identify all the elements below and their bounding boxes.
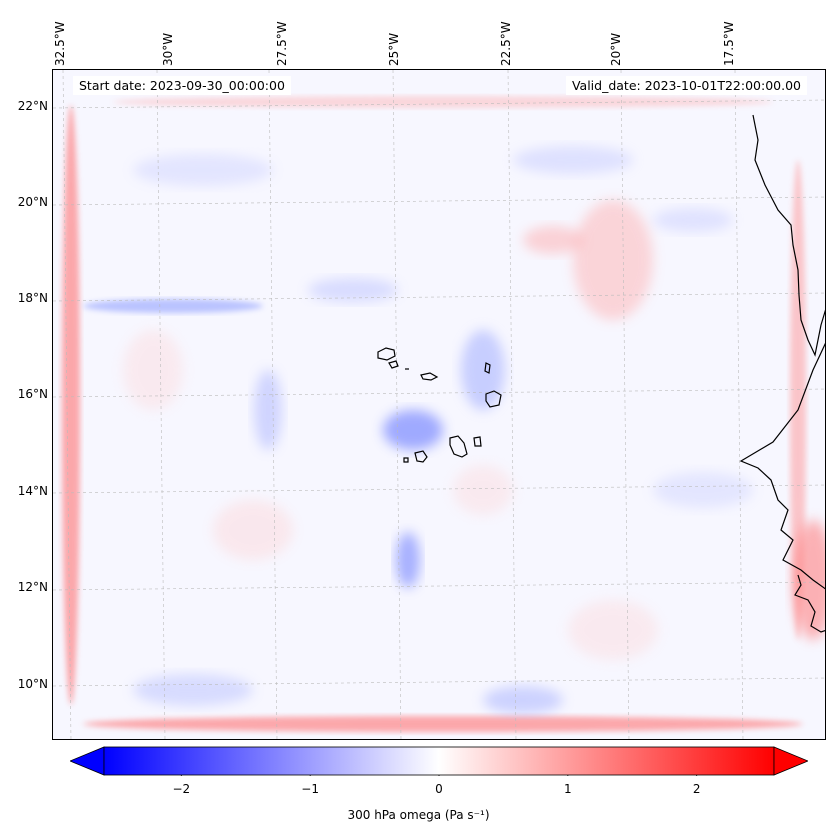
omega-contour: [113, 96, 773, 108]
colorbar: [70, 746, 808, 776]
omega-contour: [62, 105, 80, 705]
omega-contour: [483, 686, 563, 714]
parallel-gridline: [53, 292, 825, 302]
meridian-gridline: [507, 70, 517, 739]
longitude-label: 30°W: [161, 32, 175, 66]
meridian-gridline: [620, 70, 630, 739]
omega-contour: [573, 200, 653, 320]
island-maio: [473, 436, 482, 447]
colorbar-tick-label: 1: [564, 782, 572, 796]
longitude-label: 27.5°W: [275, 21, 289, 66]
meridian-gridline: [156, 70, 166, 739]
start-date-label: Start date: 2023-09-30_00:00:00: [73, 76, 291, 95]
omega-field: [62, 96, 825, 732]
omega-contour: [453, 465, 513, 515]
meridian-gridline: [392, 70, 402, 739]
omega-contour: [254, 370, 282, 450]
omega-contour: [568, 600, 658, 660]
island-boa-vista: [485, 390, 502, 408]
cape-verde-islands: [377, 347, 502, 463]
omega-contour: [461, 330, 505, 410]
meridian-gridline: [734, 70, 744, 739]
omega-contour: [308, 278, 398, 302]
omega-contour: [213, 500, 293, 560]
longitude-label: 25°W: [387, 32, 401, 66]
coastline: [739, 114, 825, 633]
gridlines: [53, 70, 825, 739]
omega-contour: [793, 520, 825, 640]
latitude-label: 10°N: [17, 677, 48, 691]
colorbar-tick-label: −2: [172, 782, 191, 796]
latitude-label: 22°N: [17, 99, 48, 113]
omega-contour: [653, 208, 733, 232]
omega-contour: [383, 410, 443, 450]
latitude-label: 18°N: [17, 291, 48, 305]
latitude-label: 12°N: [17, 580, 48, 594]
colorbar-tick-label: 0: [435, 782, 443, 796]
island-sao-nicolau: [420, 372, 439, 381]
omega-contour: [133, 154, 273, 186]
island-santo-antao: [377, 347, 396, 361]
omega-contour: [790, 160, 806, 640]
omega-contour: [653, 472, 753, 508]
longitude-label: 22.5°W: [499, 21, 513, 66]
omega-contour: [523, 226, 583, 254]
guinea-coastline: [794, 574, 825, 633]
colorbar-extend-max: [773, 746, 808, 776]
island-santiago: [449, 435, 468, 458]
longitude-label: 20°W: [609, 32, 623, 66]
longitude-labels: 32.5°W 30°W 27.5°W 25°W 22.5°W 20°W 17.5°W: [0, 0, 837, 66]
island-fogo: [414, 450, 428, 463]
omega-contour: [123, 330, 183, 410]
meridian-gridline: [268, 70, 278, 739]
latitude-label: 20°N: [17, 195, 48, 209]
island-sao-vicente: [388, 360, 399, 369]
omega-field-map: [53, 70, 825, 739]
latitude-labels: 22°N 20°N 18°N 16°N 14°N 12°N 10°N: [0, 0, 52, 740]
map-panel[interactable]: Start date: 2023-09-30_00:00:00 Valid_da…: [52, 69, 826, 740]
parallel-gridline: [53, 196, 825, 206]
omega-contour: [133, 674, 253, 706]
omega-contour: [396, 532, 420, 588]
meridian-gridline: [62, 70, 72, 739]
parallel-gridline: [53, 581, 825, 591]
west-africa-coastline: [752, 114, 825, 357]
omega-contour: [83, 716, 803, 732]
omega-contour: [513, 146, 633, 174]
island-brava: [403, 457, 409, 463]
latitude-label: 16°N: [17, 387, 48, 401]
island-sal: [484, 362, 491, 374]
senegal-coastline: [739, 342, 825, 590]
colorbar-body: [103, 746, 775, 776]
longitude-label: 32.5°W: [53, 21, 67, 66]
colorbar-tick-label: −1: [301, 782, 319, 796]
valid-date-label: Valid_date: 2023-10-01T22:00:00.00: [565, 76, 807, 95]
omega-contour: [83, 299, 263, 313]
latitude-label: 14°N: [17, 484, 48, 498]
longitude-label: 17.5°W: [722, 21, 736, 66]
colorbar-extend-min: [70, 746, 105, 776]
colorbar-tick-label: 2: [692, 782, 701, 796]
colorbar-label: 300 hPa omega (Pa s⁻¹): [347, 808, 490, 822]
